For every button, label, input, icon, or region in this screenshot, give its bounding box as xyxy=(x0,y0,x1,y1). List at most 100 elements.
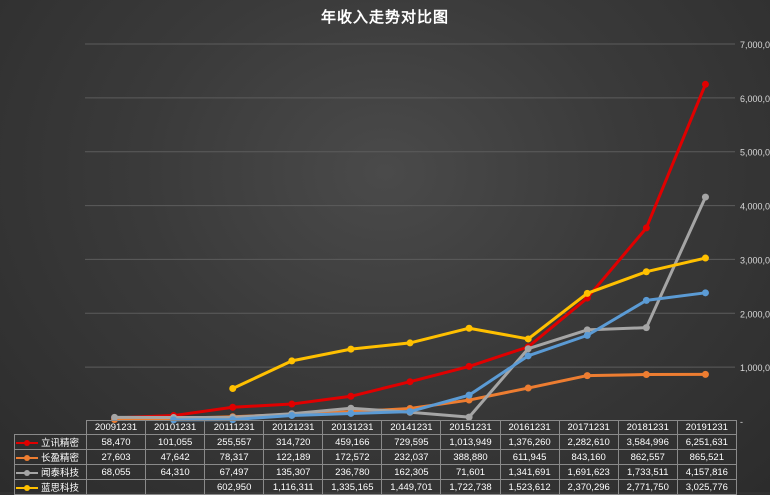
series-name: 蓝思科技 xyxy=(41,483,80,494)
series-name-cell: 长盈精密 xyxy=(14,449,87,465)
table-cell: 2,370,296 xyxy=(558,479,619,495)
chart-title: 年收入走势对比图 xyxy=(320,8,449,26)
table-header-cell: 20111231 xyxy=(204,420,265,435)
table-cell: 27,603 xyxy=(85,449,147,465)
table-cell: 68,055 xyxy=(85,464,147,480)
table-cell: 236,780 xyxy=(322,464,383,480)
table-cell: 1,013,949 xyxy=(440,434,501,450)
table-cell: 1,722,738 xyxy=(440,479,501,495)
series-line-5 xyxy=(172,291,707,422)
table-cell: 862,557 xyxy=(617,449,678,465)
series-marker-5 xyxy=(701,289,709,297)
series-marker-3 xyxy=(465,413,473,421)
table-cell: 78,317 xyxy=(204,449,265,465)
series-name: 长盈精密 xyxy=(41,453,80,464)
table-cell: 1,116,311 xyxy=(263,479,324,495)
series-name-cell: 蓝思科技 xyxy=(14,479,87,495)
table-row: 长盈精密 27,603 47,642 78,317 122,189 172,572 232,… xyxy=(14,449,737,465)
table-row: 立讯精密 58,470 101,055 255,557 314,720 459,166 72… xyxy=(14,434,737,450)
series-marker-5 xyxy=(465,391,473,399)
series-marker-5 xyxy=(583,331,591,339)
series-name: 闻泰科技 xyxy=(41,468,80,479)
table-cell: 122,189 xyxy=(263,449,324,465)
table-cell: 3,025,776 xyxy=(676,479,737,495)
y-tick-label: 3,000,0 xyxy=(740,255,770,265)
series-marker-4 xyxy=(583,289,591,297)
table-cell: 101,055 xyxy=(145,434,206,450)
series-marker-3 xyxy=(583,326,591,334)
data-table: 20091231 20101231 20111231 20121231 20131231… xyxy=(14,420,737,495)
series-marker-3 xyxy=(642,324,650,332)
table-cell xyxy=(145,479,206,495)
series-marker-5 xyxy=(524,352,532,360)
table-corner xyxy=(14,420,87,435)
y-tick-label: 2,000,0 xyxy=(740,309,770,319)
series-marker-4 xyxy=(465,324,473,332)
table-cell: 2,771,750 xyxy=(617,479,678,495)
table-cell: 1,449,701 xyxy=(381,479,442,495)
series-marker-2 xyxy=(583,372,591,380)
table-cell: 6,251,631 xyxy=(676,434,737,450)
y-tick-label: - xyxy=(740,417,743,427)
table-cell: 4,157,816 xyxy=(676,464,737,480)
table-cell: 729,595 xyxy=(381,434,442,450)
table-header-cell: 20101231 xyxy=(145,420,206,435)
table-cell: 388,880 xyxy=(440,449,501,465)
legend-swatch xyxy=(16,485,38,492)
series-name-cell: 闻泰科技 xyxy=(14,464,87,480)
series-line-1 xyxy=(113,82,707,420)
series-marker-2 xyxy=(524,384,532,392)
table-cell: 67,497 xyxy=(204,464,265,480)
table-cell: 3,584,996 xyxy=(617,434,678,450)
table-cell: 865,521 xyxy=(676,449,737,465)
table-cell: 1,733,511 xyxy=(617,464,678,480)
table-cell: 232,037 xyxy=(381,449,442,465)
table-cell: 1,376,260 xyxy=(499,434,560,450)
series-marker-1 xyxy=(229,403,237,411)
series-marker-5 xyxy=(406,408,414,416)
series-name: 立讯精密 xyxy=(41,438,80,449)
series-marker-1 xyxy=(288,400,296,408)
table-header-cell: 20161231 xyxy=(499,420,560,435)
table-cell: 58,470 xyxy=(85,434,147,450)
y-tick-label: 7,000,0 xyxy=(740,40,770,50)
series-marker-1 xyxy=(642,224,650,232)
table-header-cell: 20141231 xyxy=(381,420,442,435)
table-cell: 64,310 xyxy=(145,464,206,480)
table-header-cell: 20121231 xyxy=(263,420,324,435)
table-row: 闻泰科技 68,055 64,310 67,497 135,307 236,780 162,… xyxy=(14,464,737,480)
series-marker-1 xyxy=(465,362,473,370)
table-cell: 1,335,165 xyxy=(322,479,383,495)
series-marker-3 xyxy=(347,404,355,412)
series-marker-4 xyxy=(524,335,532,343)
series-marker-2 xyxy=(701,370,709,378)
y-tick-label: 1,000,0 xyxy=(740,363,770,373)
series-marker-1 xyxy=(347,392,355,400)
table-cell: 255,557 xyxy=(204,434,265,450)
table-cell: 47,642 xyxy=(145,449,206,465)
series-name-cell: 立讯精密 xyxy=(14,434,87,450)
table-row: 蓝思科技 602,950 1,116,311 1,335,165 1,449,701 1,… xyxy=(14,479,737,495)
series-marker-2 xyxy=(465,396,473,404)
table-cell: 314,720 xyxy=(263,434,324,450)
series-marker-4 xyxy=(288,357,296,365)
table-cell: 459,166 xyxy=(322,434,383,450)
table-cell: 71,601 xyxy=(440,464,501,480)
table-cell: 602,950 xyxy=(204,479,265,495)
table-header-cell: 20151231 xyxy=(440,420,501,435)
table-cell: 1,341,691 xyxy=(499,464,560,480)
y-tick-label: 5,000,0 xyxy=(740,148,770,158)
table-header-cell: 20091231 xyxy=(85,420,147,435)
series-marker-5 xyxy=(642,296,650,304)
series-marker-4 xyxy=(406,339,414,347)
series-marker-2 xyxy=(642,371,650,379)
series-marker-4 xyxy=(347,345,355,353)
series-marker-1 xyxy=(406,378,414,386)
table-cell: 2,282,610 xyxy=(558,434,619,450)
table-header-cell: 20181231 xyxy=(617,420,678,435)
table-cell: 611,945 xyxy=(499,449,560,465)
series-marker-4 xyxy=(229,385,237,393)
series-marker-3 xyxy=(111,413,119,421)
table-cell: 843,160 xyxy=(558,449,619,465)
